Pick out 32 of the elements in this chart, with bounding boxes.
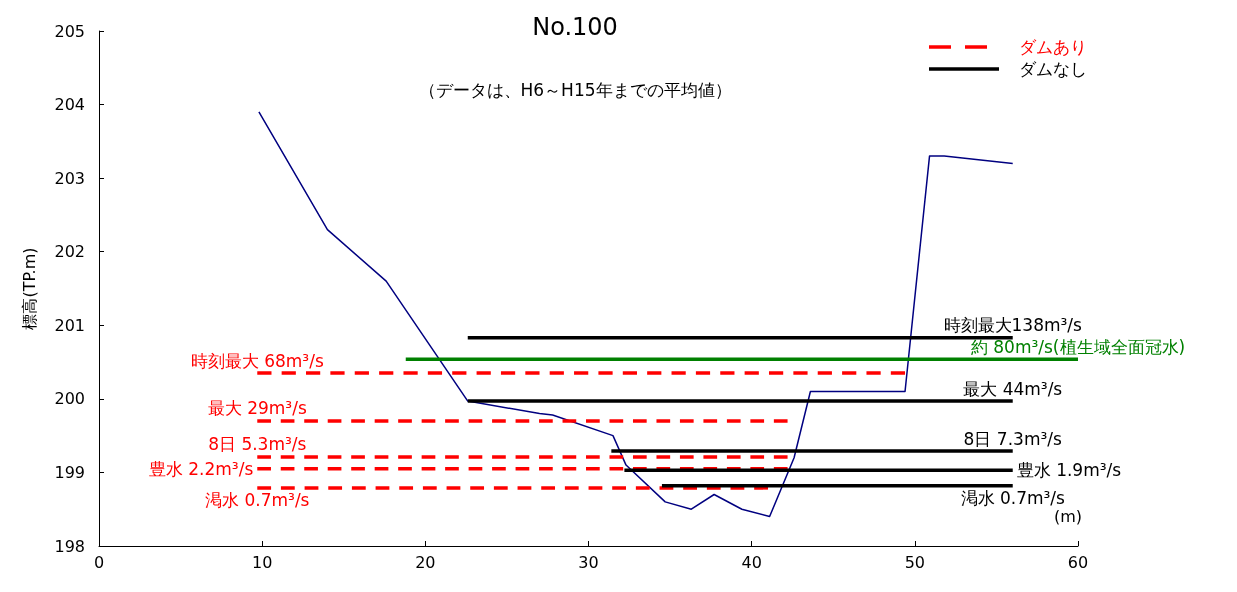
x-tick-label: 0 <box>93 552 105 572</box>
x-tick-label: 20 <box>415 552 436 572</box>
series-label: 約 80m³/s(植生域全面冠水) <box>970 336 1186 357</box>
y-tick-label: 204 <box>54 95 85 115</box>
series-label: 8日 7.3m³/s <box>963 428 1062 449</box>
series-label: 豊水 1.9m³/s <box>1016 460 1122 481</box>
x-tick-label: 30 <box>578 552 599 572</box>
annotation: ダムなし <box>1019 57 1087 81</box>
y-axis-title: 標高(TP.m) <box>19 247 39 330</box>
series-label: 渇水 0.7m³/s <box>960 488 1066 509</box>
x-tick-label: 50 <box>904 552 926 572</box>
text: （データは、H6～H15年までの平均値） <box>418 79 732 100</box>
y-tick-label: 203 <box>54 168 85 188</box>
series-label: 時刻最大138m³/s <box>943 315 1083 336</box>
series-label: 最大 44m³/s <box>963 378 1063 399</box>
series-label: 豊水 2.2m³/s <box>148 458 254 479</box>
y-tick-label: 200 <box>54 389 85 409</box>
y-tick-label: 201 <box>54 315 85 335</box>
y-tick-label: 205 <box>54 21 85 41</box>
x-tick-label: 60 <box>1067 552 1089 572</box>
annotation: ダムあり <box>1019 35 1087 59</box>
y-tick-label: 199 <box>54 462 85 482</box>
series-label: 最大 29m³/s <box>207 398 307 419</box>
y-tick-label: 202 <box>54 242 85 262</box>
series-label: 時刻最大 68m³/s <box>190 350 324 371</box>
x-axis-title: (m) <box>1053 506 1083 526</box>
series-label: 8日 5.3m³/s <box>208 434 307 455</box>
x-tick-label: 40 <box>741 552 762 572</box>
series-label: 渇水 0.7m³/s <box>205 490 310 511</box>
y-tick-label: 198 <box>54 536 85 556</box>
chart-title: No.100 <box>532 13 618 41</box>
x-tick-label: 10 <box>251 552 273 572</box>
